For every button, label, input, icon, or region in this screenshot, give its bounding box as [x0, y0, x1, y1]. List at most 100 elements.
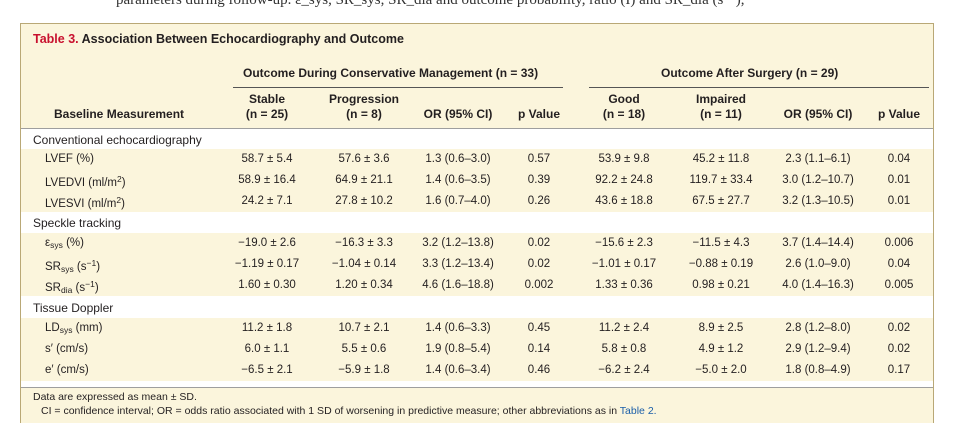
cell-p-conservative: 0.02: [527, 258, 551, 270]
table-row: εsys (%) −19.0 ± 2.6 −16.3 ± 3.3 3.2 (1.…: [21, 233, 933, 254]
col-p-conservative: p Value: [518, 107, 560, 122]
row-label-unit: (mm): [72, 322, 103, 334]
previous-text-fragment: parameters during follow-up. ε_sys, SR_s…: [0, 0, 959, 20]
col-good: Good (n = 18): [603, 92, 645, 122]
row-label-unit: (%): [62, 237, 84, 249]
cell-progression: −1.04 ± 0.14: [331, 258, 397, 270]
row-label: LDsys (mm): [45, 322, 102, 335]
col-or-conservative-label: OR (95% CI): [423, 107, 493, 121]
col-or-conservative: OR (95% CI): [424, 107, 493, 122]
col-impaired: Impaired (n = 11): [696, 92, 746, 122]
col-impaired-line1: Impaired: [695, 92, 747, 106]
cell-good: 92.2 ± 24.8: [595, 174, 653, 186]
table-row: LDsys (mm) 11.2 ± 1.8 10.7 ± 2.1 1.4 (0.…: [21, 318, 933, 339]
table-row: e′ (cm/s) −6.5 ± 2.1 −5.9 ± 1.8 1.4 (0.6…: [21, 360, 933, 381]
col-baseline-label: Baseline Measurement: [54, 107, 185, 121]
cell-or-surgery: 2.8 (1.2–8.0): [785, 322, 851, 334]
row-label-sup: −1: [85, 279, 95, 289]
cell-p-conservative: 0.14: [527, 343, 551, 355]
cell-p-surgery: 0.17: [887, 364, 911, 376]
col-baseline: Baseline Measurement: [54, 107, 184, 122]
cell-impaired: −11.5 ± 4.3: [692, 237, 750, 249]
cell-progression: 10.7 ± 2.1: [338, 322, 390, 334]
cell-or-conservative: 1.9 (0.8–5.4): [425, 343, 491, 355]
table-row: SRsys (s−1) −1.19 ± 0.17 −1.04 ± 0.14 3.…: [21, 254, 933, 275]
row-label-main: LD: [45, 322, 60, 334]
cell-impaired: 67.5 ± 27.7: [692, 195, 750, 207]
footnote-table2-link[interactable]: Table 2.: [619, 405, 657, 417]
cell-or-surgery: 2.9 (1.2–9.4): [785, 343, 851, 355]
footer-rule: [21, 387, 933, 388]
col-good-line1: Good: [608, 92, 640, 106]
cell-impaired: 8.9 ± 2.5: [698, 322, 744, 334]
cell-p-surgery: 0.04: [887, 153, 911, 165]
col-stable-line1: Stable: [248, 92, 286, 106]
cell-progression: 27.8 ± 10.2: [335, 195, 393, 207]
table-row: s′ (cm/s) 6.0 ± 1.1 5.5 ± 0.6 1.9 (0.8–5…: [21, 339, 933, 360]
cell-or-conservative: 1.4 (0.6–3.4): [425, 364, 491, 376]
col-or-surgery: OR (95% CI): [784, 107, 853, 122]
cell-good: −6.2 ± 2.4: [598, 364, 650, 376]
cell-progression: −16.3 ± 3.3: [335, 237, 393, 249]
row-label-sub: sys: [50, 240, 63, 250]
row-label-end: ): [121, 198, 125, 210]
cell-p-surgery: 0.02: [887, 322, 911, 334]
row-label-end: ): [121, 177, 126, 189]
cell-stable: 58.7 ± 5.4: [241, 153, 293, 165]
cell-impaired: −0.88 ± 0.19: [688, 258, 754, 270]
table-title: Table 3. Association Between Echocardiog…: [33, 32, 404, 46]
cell-stable: −1.19 ± 0.17: [234, 258, 300, 270]
cell-or-conservative: 4.6 (1.6–18.8): [422, 279, 494, 291]
table-container: Table 3. Association Between Echocardiog…: [20, 23, 934, 423]
cell-or-surgery: 2.6 (1.0–9.0): [785, 258, 851, 270]
col-p-surgery: p Value: [878, 107, 920, 122]
header-band: [21, 54, 933, 128]
cell-or-surgery: 3.2 (1.3–10.5): [782, 195, 854, 207]
cell-p-surgery: 0.02: [887, 343, 911, 355]
cell-or-surgery: 1.8 (0.8–4.9): [785, 364, 851, 376]
table-row: SRdia (s−1) 1.60 ± 0.30 1.20 ± 0.34 4.6 …: [21, 275, 933, 296]
group-rule-conservative: [233, 87, 563, 88]
cell-good: 11.2 ± 2.4: [598, 322, 650, 334]
cell-p-surgery: 0.01: [887, 195, 911, 207]
cell-or-conservative: 1.4 (0.6–3.5): [425, 174, 491, 186]
group-header-conservative: Outcome During Conservative Management (…: [243, 66, 539, 80]
col-p-conservative-label: p Value: [517, 107, 561, 121]
col-stable-line2: (n = 25): [245, 107, 289, 121]
footnote-1: Data are expressed as mean ± SD.: [33, 391, 197, 403]
cell-or-conservative: 3.3 (1.2–13.4): [422, 258, 494, 270]
row-label-main: SR: [45, 282, 61, 294]
table-row: LVEF (%) 58.7 ± 5.4 57.6 ± 3.6 1.3 (0.6–…: [21, 149, 933, 170]
row-label: εsys (%): [45, 237, 84, 250]
cell-p-conservative: 0.57: [527, 153, 551, 165]
table-number: Table 3.: [33, 32, 79, 46]
row-label: s′ (cm/s): [45, 343, 89, 355]
cell-p-conservative: 0.46: [527, 364, 551, 376]
col-impaired-line2: (n = 11): [700, 107, 742, 121]
footer-band: [21, 388, 933, 423]
row-label-main: LVESVI (ml/m: [45, 198, 117, 210]
cell-stable: 6.0 ± 1.1: [244, 343, 290, 355]
col-progression-line2: (n = 8): [346, 107, 382, 121]
section-band: [21, 129, 933, 149]
row-label: LVEF (%): [45, 153, 94, 165]
cell-progression: 5.5 ± 0.6: [341, 343, 387, 355]
title-band: [21, 24, 933, 54]
cell-stable: 24.2 ± 7.1: [241, 195, 293, 207]
col-p-surgery-label: p Value: [877, 107, 921, 121]
row-label: SRsys (s−1): [45, 258, 100, 274]
row-label-main: SR: [45, 261, 61, 273]
cell-good: 53.9 ± 9.8: [598, 153, 650, 165]
row-label-sub: dia: [60, 285, 73, 295]
row-label: LVEDVI (ml/m2): [45, 174, 126, 189]
row-label-unit: (s: [73, 261, 87, 273]
cell-impaired: 4.9 ± 1.2: [698, 343, 744, 355]
cell-stable: −6.5 ± 2.1: [241, 364, 293, 376]
row-label-sup: 2: [116, 195, 122, 205]
section-label-speckle: Speckle tracking: [33, 216, 122, 230]
row-label-end: ): [96, 261, 101, 273]
row-label: SRdia (s−1): [45, 279, 99, 295]
cell-impaired: 45.2 ± 11.8: [692, 153, 750, 165]
cell-or-conservative: 1.6 (0.7–4.0): [425, 195, 491, 207]
cell-p-conservative: 0.45: [527, 322, 551, 334]
